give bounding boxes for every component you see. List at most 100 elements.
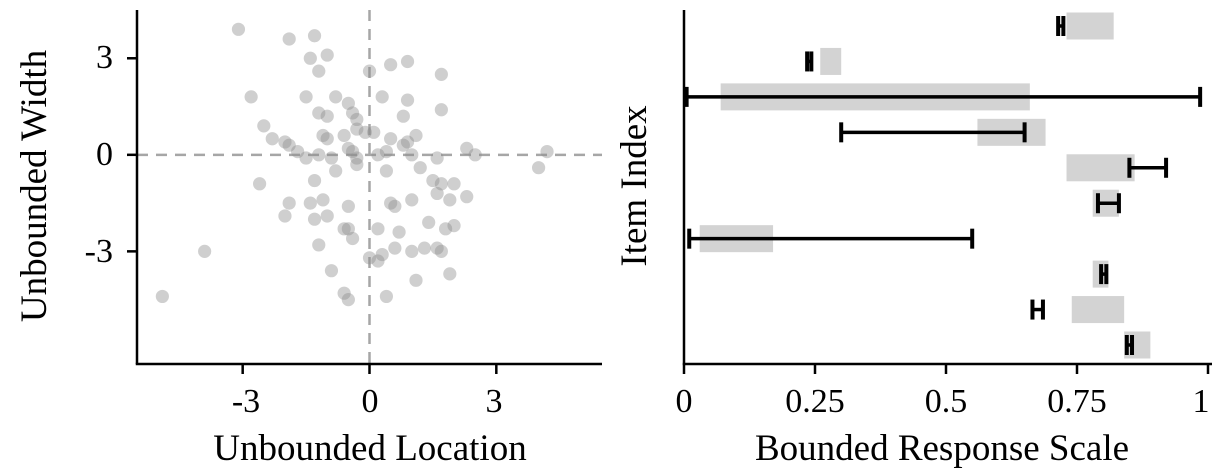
scatter-point bbox=[265, 132, 279, 146]
scatter-point bbox=[540, 145, 554, 159]
scatter-point bbox=[362, 64, 377, 78]
interval-panel: 0 0.25 0.5 0.75 1 Bounded Response Scale… bbox=[614, 10, 1212, 469]
scatter-point bbox=[447, 177, 461, 191]
scatter-point bbox=[282, 138, 296, 152]
y-axis-title: Item Index bbox=[614, 105, 655, 267]
scatter-point bbox=[375, 90, 389, 104]
interval-box bbox=[820, 47, 842, 75]
x-axis-title: Unbounded Location bbox=[213, 428, 526, 469]
scatter-point bbox=[430, 151, 444, 165]
x-tick-label: 0 bbox=[362, 383, 379, 420]
scatter-point bbox=[434, 177, 448, 191]
scatter-point bbox=[422, 215, 436, 229]
scatter-point bbox=[388, 241, 402, 255]
scatter-point bbox=[299, 90, 313, 104]
scatter-point bbox=[384, 196, 398, 210]
scatter-point bbox=[341, 199, 355, 213]
scatter-point bbox=[320, 132, 334, 146]
scatter-point bbox=[299, 151, 313, 165]
scatter-point bbox=[379, 164, 394, 178]
y-axis-title: Unbounded Width bbox=[14, 49, 55, 322]
reference-lines bbox=[137, 10, 602, 364]
scatter-point bbox=[443, 193, 457, 207]
scatter-point bbox=[417, 241, 432, 255]
scatter-point bbox=[307, 212, 322, 226]
scatter-point bbox=[350, 112, 364, 127]
x-axis-title: Bounded Response Scale bbox=[755, 428, 1129, 469]
scatter-point bbox=[371, 148, 385, 162]
scatter-point bbox=[303, 196, 317, 210]
scatter-point bbox=[291, 145, 305, 159]
scatter-point bbox=[341, 222, 355, 236]
left-ticks bbox=[127, 57, 498, 374]
scatter-point bbox=[303, 51, 317, 65]
scatter-point bbox=[447, 219, 461, 233]
scatter-point bbox=[341, 141, 355, 155]
scatter-point bbox=[371, 254, 385, 268]
scatter-point bbox=[375, 247, 389, 262]
scatter-point bbox=[400, 93, 415, 107]
scatter-point bbox=[379, 289, 394, 304]
scatter-point bbox=[430, 186, 444, 201]
interval-box bbox=[1066, 12, 1114, 40]
scatter-point bbox=[443, 267, 457, 281]
scatter-point bbox=[252, 177, 267, 191]
scatter-point bbox=[405, 148, 419, 162]
scatter-point bbox=[324, 151, 339, 165]
scatter-point bbox=[337, 286, 351, 300]
x-tick-label: 0.5 bbox=[925, 383, 968, 420]
scatter-point bbox=[320, 48, 334, 62]
x-tick-label: 0 bbox=[676, 383, 693, 420]
scatter-point bbox=[307, 173, 322, 188]
y-tick-label: 0 bbox=[96, 136, 113, 173]
scatter-point bbox=[341, 293, 355, 307]
scatter-point bbox=[350, 151, 364, 165]
scatter-point bbox=[231, 22, 246, 36]
scatter-point bbox=[531, 161, 546, 175]
scatter-point bbox=[329, 164, 343, 178]
x-tick-label: 0.75 bbox=[1047, 383, 1107, 420]
x-tick-label: 1 bbox=[1193, 383, 1210, 420]
scatter-point bbox=[367, 125, 381, 139]
scatter-point bbox=[396, 109, 410, 123]
scatter-point bbox=[434, 103, 448, 117]
scatter-point bbox=[409, 128, 423, 143]
scatter-point bbox=[337, 128, 351, 143]
scatter-point bbox=[434, 67, 448, 81]
scatter-point bbox=[460, 190, 474, 204]
scatter-point bbox=[244, 90, 258, 104]
scatter-point bbox=[345, 106, 360, 120]
scatter-point bbox=[345, 231, 360, 246]
scatter-point bbox=[350, 157, 364, 172]
scatter-point bbox=[282, 196, 296, 210]
interval-box bbox=[1066, 154, 1135, 182]
scatter-point bbox=[358, 125, 372, 139]
y-tick-label: -3 bbox=[85, 233, 113, 270]
scatter-point bbox=[312, 64, 326, 78]
scatter-point bbox=[400, 54, 415, 69]
scatter-point bbox=[350, 122, 364, 136]
scatter-point bbox=[468, 148, 482, 162]
scatter-point bbox=[316, 193, 330, 207]
right-ticks bbox=[682, 364, 1210, 374]
scatter-point bbox=[329, 90, 343, 104]
scatter-point bbox=[430, 241, 444, 255]
scatter-point bbox=[362, 251, 377, 265]
scatter-point bbox=[409, 273, 423, 287]
scatter-point bbox=[379, 145, 394, 159]
interval-marks bbox=[684, 12, 1203, 359]
scatter-points bbox=[155, 22, 554, 307]
scatter-point bbox=[434, 244, 448, 258]
scatter-point bbox=[384, 132, 398, 146]
scatter-point bbox=[337, 222, 351, 236]
scatter-point bbox=[312, 106, 326, 120]
scatter-point bbox=[316, 128, 330, 143]
scatter-point bbox=[341, 96, 355, 110]
interval-box bbox=[1071, 296, 1125, 324]
y-tick-label: 3 bbox=[96, 39, 113, 76]
scatter-point bbox=[345, 145, 360, 159]
scatter-point bbox=[426, 173, 440, 188]
x-tick-label: -3 bbox=[232, 383, 260, 420]
scatter-point bbox=[396, 138, 410, 152]
scatter-point bbox=[413, 161, 427, 175]
